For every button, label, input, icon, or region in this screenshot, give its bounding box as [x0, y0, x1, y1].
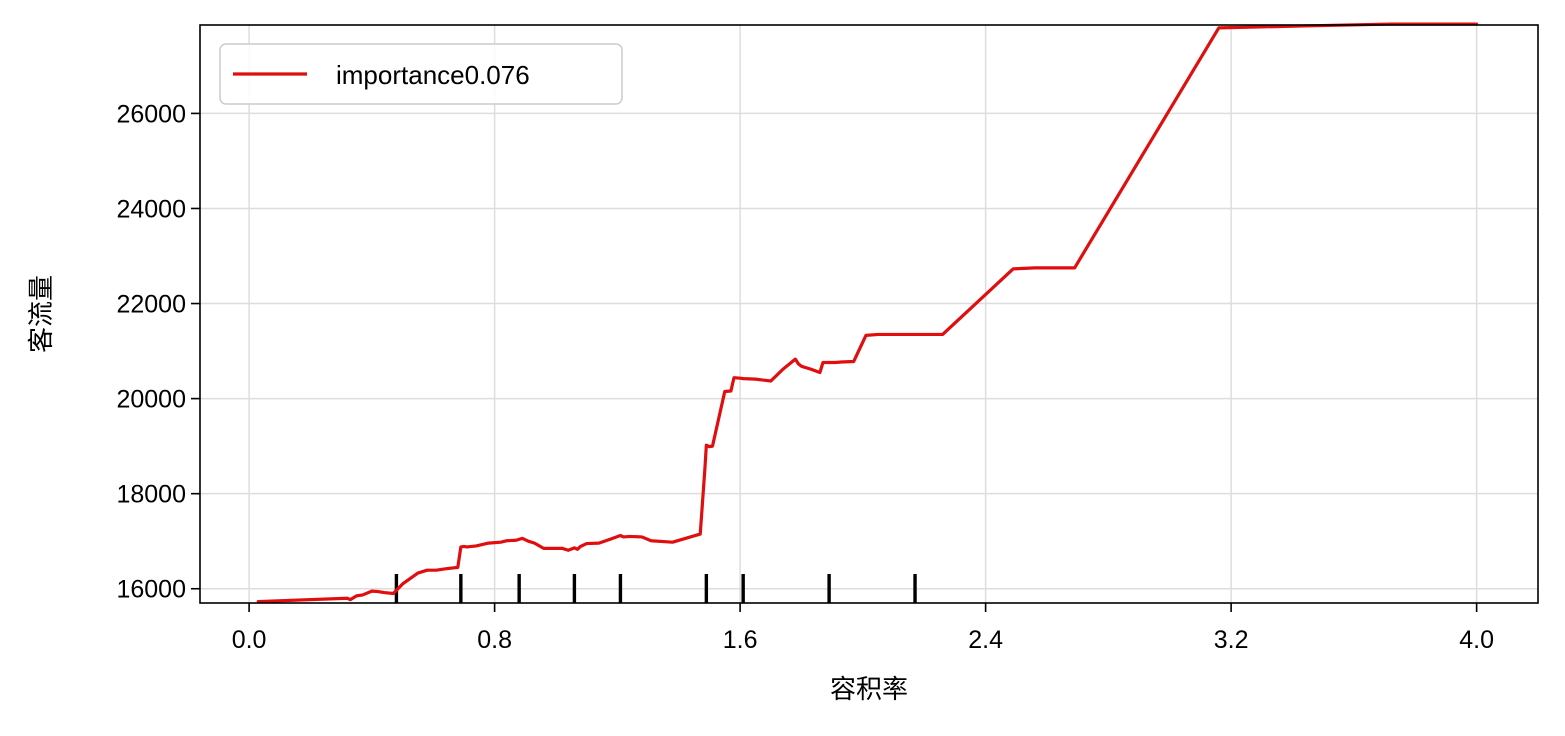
x-axis-label: 容积率 [830, 675, 908, 705]
x-tick-label: 0.8 [477, 626, 512, 654]
x-axis-ticks: 0.0 0.8 1.6 2.4 3.2 4.0 [232, 603, 1494, 654]
x-tick-label: 0.0 [232, 626, 267, 654]
y-tick-label: 22000 [116, 291, 186, 319]
y-tick-label: 26000 [116, 100, 186, 128]
plot-frame [199, 24, 1539, 604]
x-tick-label: 2.4 [968, 626, 1003, 654]
y-tick-label: 20000 [116, 386, 186, 414]
y-tick-label: 16000 [116, 576, 186, 604]
y-axis-ticks: 16000 18000 20000 22000 24000 26000 [116, 100, 200, 604]
y-tick-label: 18000 [116, 481, 186, 509]
grid [200, 25, 1538, 603]
x-tick-label: 1.6 [723, 626, 758, 654]
x-tick-label: 4.0 [1459, 626, 1494, 654]
legend-box [219, 43, 623, 105]
legend: importance0.076 [219, 43, 623, 105]
series-line-importance [256, 22, 1479, 604]
legend-label: importance0.076 [336, 60, 530, 90]
x-tick-label: 3.2 [1214, 626, 1249, 654]
y-tick-label: 24000 [116, 195, 186, 223]
y-axis-label: 客流量 [27, 275, 57, 353]
